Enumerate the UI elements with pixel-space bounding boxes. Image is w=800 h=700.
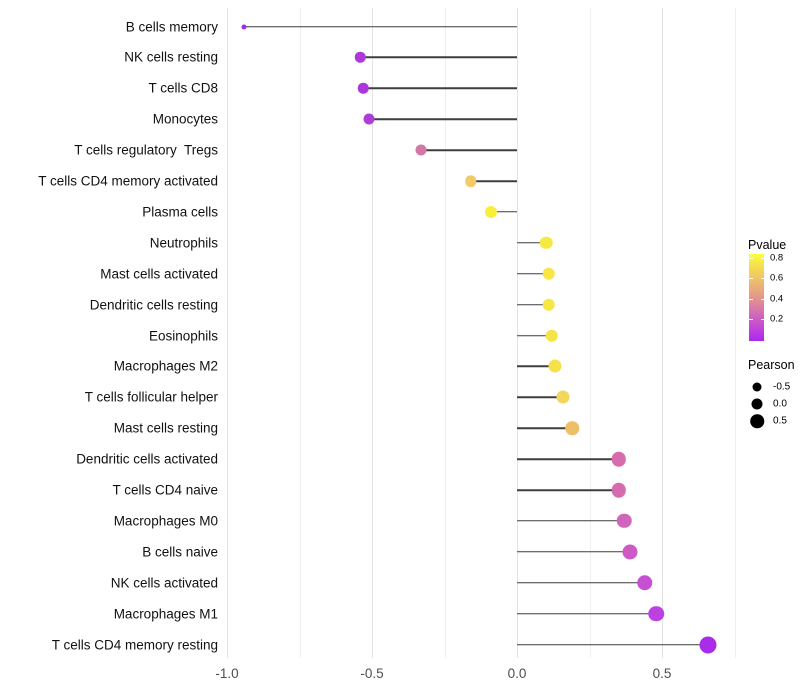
lollipop-dot bbox=[542, 267, 556, 280]
lollipop-stem bbox=[517, 643, 709, 646]
lollipop-stem bbox=[517, 581, 645, 584]
lollipop-stem bbox=[517, 612, 657, 615]
category-label: NK cells activated bbox=[110, 575, 218, 591]
category-label: T cells CD4 naive bbox=[112, 482, 218, 498]
lollipop-stem bbox=[421, 149, 517, 151]
lollipop-dot bbox=[617, 513, 632, 529]
pvalue-tick-mark bbox=[760, 298, 764, 300]
pvalue-tick-mark bbox=[749, 298, 753, 300]
x-tick-label: 0.5 bbox=[652, 666, 672, 681]
pvalue-tick-mark bbox=[760, 319, 764, 320]
x-tick-label: 0.0 bbox=[507, 666, 527, 681]
pvalue-legend-title: Pvalue bbox=[748, 238, 787, 252]
pearson-legend-title: Pearson bbox=[748, 358, 795, 372]
pvalue-tick-mark bbox=[760, 257, 764, 259]
category-label: Dendritic cells resting bbox=[89, 297, 218, 313]
x-tick-label: -1.0 bbox=[215, 666, 239, 681]
lollipop-dot bbox=[636, 574, 653, 591]
category-label: Mast cells activated bbox=[100, 266, 218, 282]
lollipop-dot bbox=[699, 636, 717, 653]
pearson-size-label: -0.5 bbox=[773, 381, 791, 393]
pvalue-colorbar bbox=[749, 254, 764, 341]
major-gridline bbox=[662, 8, 663, 658]
pvalue-tick-mark bbox=[760, 278, 764, 279]
minor-gridline bbox=[299, 8, 301, 658]
lollipop-stem bbox=[369, 118, 517, 120]
minor-gridline bbox=[444, 8, 446, 658]
major-gridline bbox=[517, 8, 518, 658]
lollipop-dot bbox=[565, 421, 579, 435]
category-label: Macrophages M0 bbox=[113, 513, 218, 529]
lollipop-stem bbox=[490, 211, 517, 213]
pvalue-tick-label: 0.8 bbox=[770, 252, 784, 263]
category-label: T cells CD4 memory resting bbox=[51, 637, 218, 652]
lollipop-stem bbox=[517, 489, 619, 491]
category-label: T cells follicular helper bbox=[84, 389, 218, 405]
pearson-size-dot bbox=[751, 398, 763, 410]
category-label: T cells CD8 bbox=[148, 80, 218, 96]
category-label: Dendritic cells activated bbox=[76, 451, 218, 467]
lollipop-stem bbox=[470, 180, 517, 182]
lollipop-stem bbox=[517, 365, 555, 368]
lollipop-dot bbox=[622, 544, 638, 560]
lollipop-stem bbox=[517, 242, 546, 244]
category-label: Neutrophils bbox=[149, 235, 218, 251]
category-label: NK cells resting bbox=[124, 49, 218, 65]
lollipop-dot bbox=[464, 175, 477, 187]
lollipop-stem bbox=[517, 334, 552, 337]
lollipop-dot bbox=[358, 83, 369, 94]
lollipop-dot bbox=[611, 482, 626, 498]
lollipop-dot bbox=[539, 236, 553, 250]
minor-gridline bbox=[734, 8, 736, 658]
pearson-size-dot bbox=[750, 414, 764, 428]
lollipop-stem bbox=[517, 272, 549, 275]
category-label: Macrophages M1 bbox=[113, 606, 218, 622]
category-label: B cells naive bbox=[142, 544, 218, 560]
lollipop-stem bbox=[517, 303, 549, 306]
lollipop-stem bbox=[517, 427, 573, 429]
lollipop-stem bbox=[517, 551, 631, 553]
category-label: Eosinophils bbox=[148, 328, 218, 343]
x-tick-label: -0.5 bbox=[360, 666, 384, 681]
lollipop-dot bbox=[556, 390, 570, 404]
lollipop-stem bbox=[360, 56, 517, 59]
category-label: Macrophages M2 bbox=[113, 358, 218, 374]
major-gridline bbox=[372, 8, 373, 658]
major-gridline bbox=[227, 8, 228, 658]
pvalue-tick-mark bbox=[749, 278, 753, 279]
lollipop-dot bbox=[484, 205, 497, 218]
lollipop-dot bbox=[545, 329, 559, 342]
pvalue-tick-mark bbox=[749, 319, 753, 320]
lollipop-stem bbox=[244, 25, 517, 28]
category-label: Monocytes bbox=[152, 111, 218, 127]
lollipop-dot bbox=[355, 52, 366, 63]
category-label: T cells CD4 memory activated bbox=[38, 173, 218, 189]
category-label: B cells memory bbox=[125, 19, 218, 34]
category-label: Plasma cells bbox=[142, 204, 218, 220]
lollipop-stem bbox=[363, 87, 517, 90]
category-label: Mast cells resting bbox=[113, 420, 218, 436]
lollipop-dot bbox=[415, 144, 427, 156]
pvalue-tick-label: 0.4 bbox=[770, 293, 784, 304]
pvalue-tick-label: 0.2 bbox=[770, 313, 784, 325]
lollipop-dot bbox=[548, 359, 562, 373]
lollipop-dot bbox=[241, 24, 247, 29]
lollipop-stem bbox=[517, 396, 564, 399]
lollipop-stem bbox=[517, 458, 619, 460]
pearson-size-dot bbox=[752, 382, 762, 392]
pearson-size-label: 0.0 bbox=[773, 398, 787, 410]
pearson-size-label: 0.5 bbox=[773, 415, 787, 427]
lollipop-dot bbox=[363, 113, 375, 125]
lollipop-dot bbox=[611, 451, 626, 467]
minor-gridline bbox=[589, 8, 591, 658]
lollipop-dot bbox=[542, 298, 556, 311]
pvalue-tick-mark bbox=[749, 257, 753, 259]
lollipop-dot bbox=[648, 605, 664, 622]
lollipop-stem bbox=[517, 520, 625, 522]
pvalue-tick-label: 0.6 bbox=[770, 272, 784, 284]
category-label: T cells regulatory Tregs bbox=[74, 142, 218, 158]
